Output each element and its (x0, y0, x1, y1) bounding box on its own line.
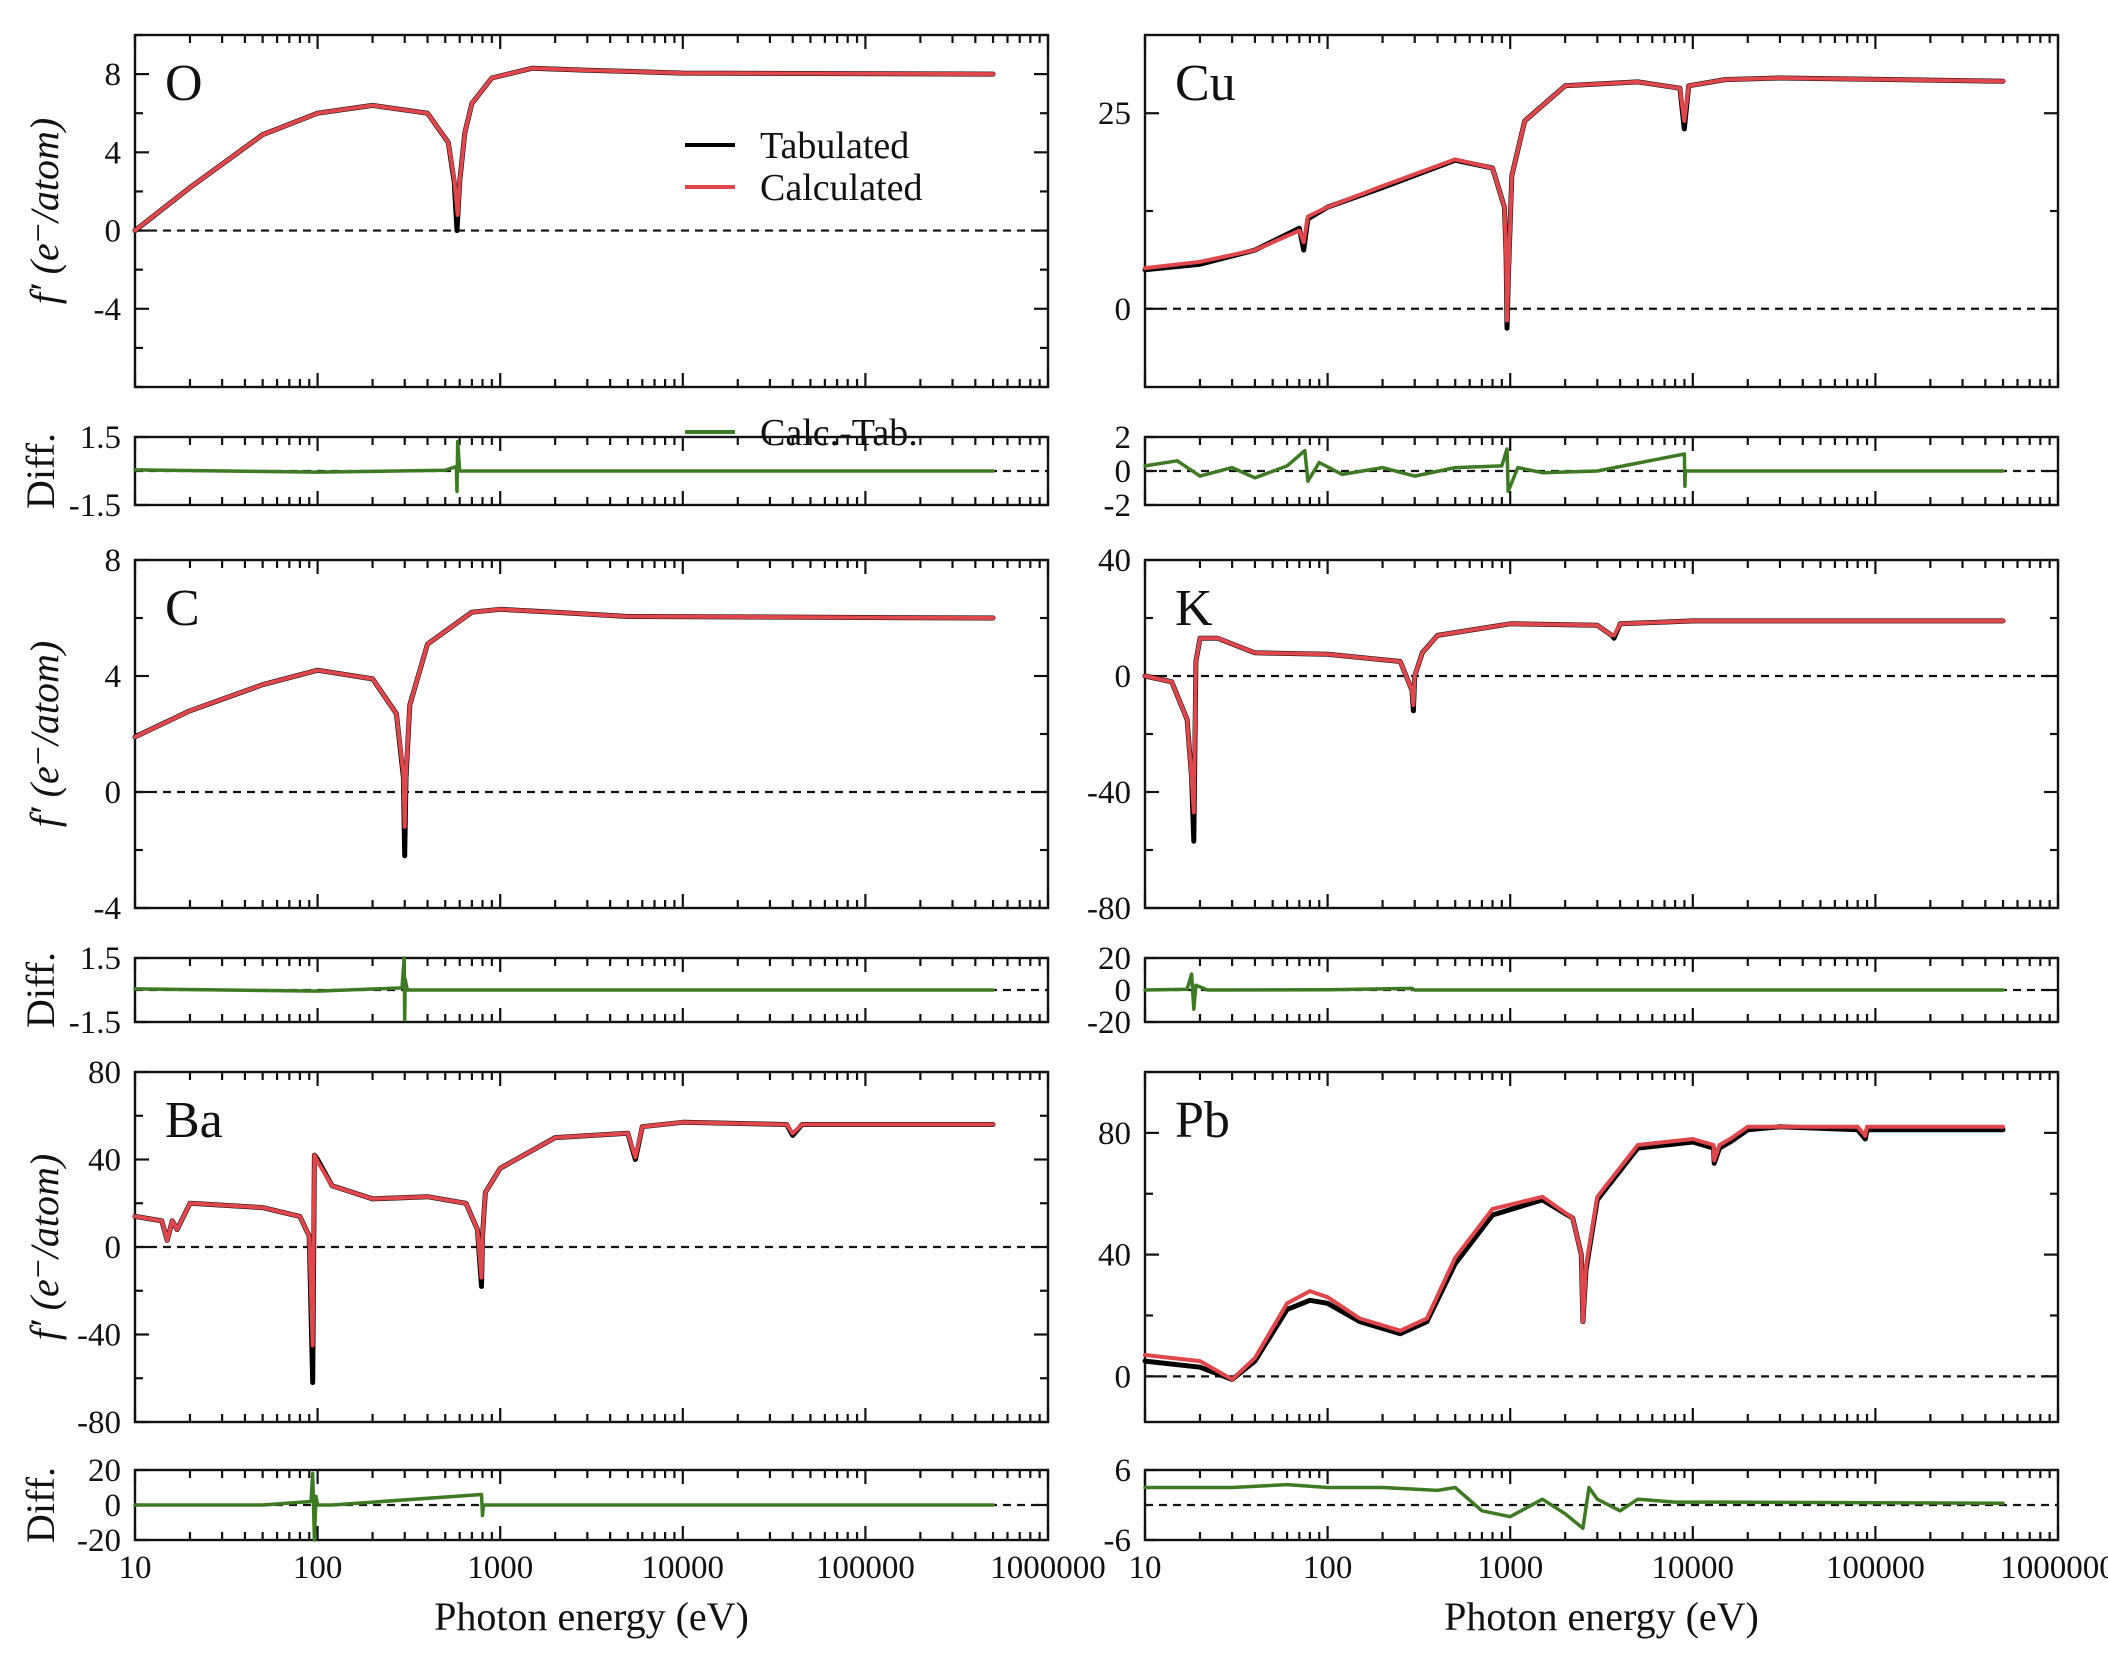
x-tick-label: 1000 (467, 1550, 533, 1586)
element-label: K (1175, 580, 1213, 637)
y-tick-label: 80 (1098, 1116, 1131, 1152)
x-tick-label: 1000 (1477, 1550, 1543, 1586)
element-label: Pb (1175, 1092, 1230, 1149)
calculated-line (133, 1120, 995, 1348)
panel-c: -4 0 4 8 -1.5 1.5 Cf′ (e⁻/atom) Diff. (18, 543, 1050, 1041)
main-plot-frame (1143, 1070, 2060, 1424)
y-tick-label: 0 (1115, 292, 1132, 328)
y-tick-label: -40 (1087, 775, 1131, 811)
legend-label-calculated: Calculated (760, 167, 922, 209)
y-tick-label: 1.5 (80, 941, 121, 977)
y-tick-label: -1.5 (69, 488, 121, 524)
y-tick-label: 4 (105, 135, 122, 171)
y-tick-label: -6 (1104, 1523, 1132, 1559)
y-tick-label: 0 (105, 1488, 122, 1524)
main-plot-frame (1143, 558, 2060, 910)
y-tick-label: 0 (1115, 973, 1132, 1009)
calculated-line (1143, 618, 2005, 815)
x-tick-label: 10 (1129, 1550, 1162, 1586)
calculated-line (1143, 76, 2005, 323)
y-tick-label: 0 (1115, 1359, 1132, 1395)
y-tick-label: 25 (1098, 96, 1131, 132)
difference-line (133, 956, 995, 1022)
y-tick-label: -80 (1087, 891, 1131, 927)
y-axis-label: f′ (e⁻/atom) (22, 118, 67, 304)
y-tick-label: -40 (77, 1318, 121, 1354)
x-tick-label: 100 (1303, 1550, 1353, 1586)
y-tick-label: -80 (77, 1405, 121, 1441)
panel-o: -4 0 4 8 -1.5 1.5 Of′ (e⁻/atom) Diff. (18, 33, 1050, 524)
y-tick-label: 1.5 (80, 420, 121, 456)
x-tick-label: 10 (119, 1550, 152, 1586)
x-axis-label: Photon energy (eV) (1444, 1594, 1759, 1639)
y-tick-label: 20 (1098, 941, 1131, 977)
y-tick-label: 8 (105, 57, 122, 93)
panel-pb: 0 40 80 -6 6 Pb 10 100 1000 10000 100000 1000000 Pho… (1098, 1070, 2108, 1639)
y-tick-label: -4 (94, 891, 122, 927)
y-tick-label: 6 (1115, 1453, 1132, 1489)
x-tick-label: 1000000 (2000, 1550, 2108, 1586)
y-tick-label: -4 (94, 292, 122, 328)
y-tick-label: 2 (1115, 420, 1132, 456)
x-tick-label: 10000 (1652, 1550, 1735, 1586)
y-tick-label: 4 (105, 659, 122, 695)
y-tick-label: 0 (105, 775, 122, 811)
diff-axis-label: Diff. (18, 952, 63, 1028)
y-tick-label: -2 (1104, 488, 1132, 524)
calculated-line (133, 66, 995, 233)
difference-line (1143, 447, 2005, 494)
y-tick-label: -1.5 (69, 1005, 121, 1041)
tabulated-line (1142, 75, 2006, 331)
legend-label-difference: Calc.-Tab. (760, 412, 918, 454)
difference-line (1143, 1482, 2005, 1531)
y-tick-label: 40 (1098, 543, 1131, 579)
element-label: O (165, 55, 203, 112)
y-tick-label: 20 (88, 1453, 121, 1489)
y-tick-label: 40 (88, 1143, 121, 1179)
x-tick-label: 10000 (642, 1550, 725, 1586)
y-axis-label: f′ (e⁻/atom) (22, 1154, 67, 1340)
calculated-line (133, 607, 995, 829)
y-tick-label: 8 (105, 543, 122, 579)
tabulated-line (1142, 1124, 2006, 1382)
y-tick-label: 40 (1098, 1238, 1131, 1274)
element-label: Cu (1175, 55, 1236, 112)
y-tick-label: -20 (1087, 1005, 1131, 1041)
diff-axis-label: Diff. (18, 433, 63, 509)
x-tick-label: 100000 (1826, 1550, 1925, 1586)
main-plot-frame (133, 33, 1050, 389)
x-tick-label: 100000 (816, 1550, 915, 1586)
element-label: C (165, 580, 200, 637)
tabulated-line (132, 606, 996, 859)
x-axis-label: Photon energy (eV) (434, 1594, 749, 1639)
legend-label-tabulated: Tabulated (760, 125, 909, 167)
main-plot-frame (1143, 33, 2060, 389)
x-tick-label: 100 (293, 1550, 343, 1586)
y-tick-label: 0 (105, 1230, 122, 1266)
y-axis-label: f′ (e⁻/atom) (22, 641, 67, 827)
y-tick-label: 80 (88, 1055, 121, 1091)
y-tick-label: 0 (105, 214, 122, 250)
difference-line (133, 439, 995, 494)
y-tick-label: 0 (1115, 659, 1132, 695)
x-tick-label: 1000000 (990, 1550, 1106, 1586)
difference-line (133, 1471, 995, 1542)
diff-axis-label: Diff. (18, 1467, 63, 1543)
y-tick-label: -20 (77, 1523, 121, 1559)
difference-line (1143, 972, 2005, 1011)
element-label: Ba (165, 1092, 223, 1149)
tabulated-line (132, 1119, 996, 1386)
calculated-line (1143, 1124, 2005, 1382)
y-tick-label: 0 (1115, 454, 1132, 490)
